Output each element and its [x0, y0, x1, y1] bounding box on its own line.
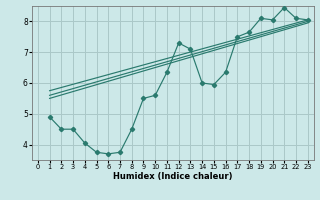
- X-axis label: Humidex (Indice chaleur): Humidex (Indice chaleur): [113, 172, 233, 181]
